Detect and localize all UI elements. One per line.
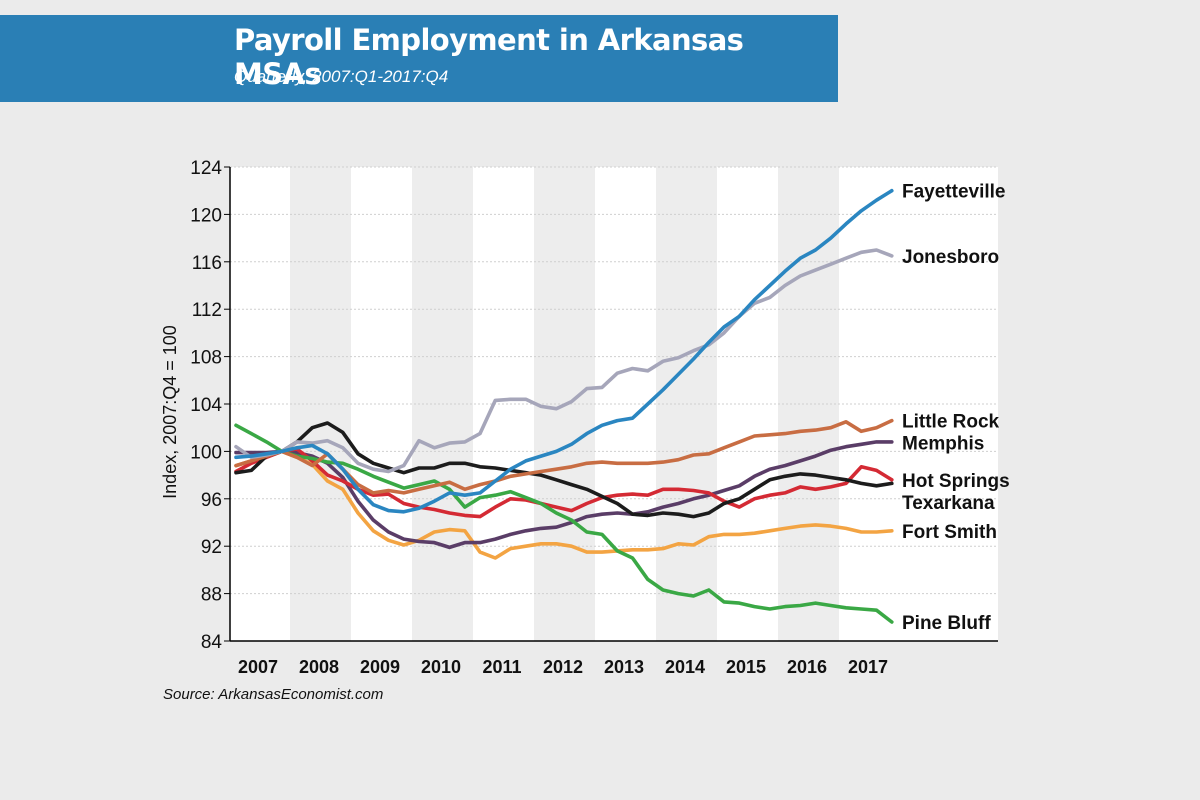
x-tick-label: 2009 (360, 657, 400, 677)
x-tick-label: 2012 (543, 657, 583, 677)
series-label: Fayetteville (902, 182, 1006, 203)
y-tick-label: 124 (190, 158, 222, 179)
series-label: Jonesboro (902, 247, 999, 268)
x-tick-label: 2011 (482, 657, 521, 677)
y-tick-label: 108 (190, 348, 222, 369)
x-tick-label: 2010 (421, 657, 461, 677)
y-axis-title: Index, 2007:Q4 = 100 (160, 325, 180, 499)
x-tick-label: 2007 (238, 657, 278, 677)
title-banner: Payroll Employment in Arkansas MSAs Quar… (0, 15, 838, 102)
series-label: Memphis (902, 434, 984, 455)
x-tick-label: 2014 (665, 657, 705, 677)
year-band (778, 167, 839, 641)
year-band (290, 167, 351, 641)
chart-subtitle: Quarterly, 2007:Q1-2017:Q4 (234, 67, 449, 86)
series-label: Pine Bluff (902, 613, 991, 634)
series-line-fort-smith (234, 449, 894, 560)
series-line-texarkana (234, 421, 894, 519)
y-tick-label: 84 (201, 632, 223, 653)
y-tick-label: 116 (192, 253, 222, 274)
y-tick-label: 96 (201, 490, 222, 511)
series-line-pine-bluff (234, 423, 894, 624)
series-line-fayetteville (234, 188, 894, 514)
x-tick-label: 2016 (787, 657, 827, 677)
chart-title: Payroll Employment in Arkansas MSAs (234, 23, 744, 91)
series-label: Texarkana (902, 493, 995, 514)
source-note: Source: ArkansasEconomist.com (163, 686, 384, 703)
series-label: Little Rock (902, 412, 1000, 433)
series-label: Hot Springs (902, 471, 1010, 492)
series-line-hot-springs (234, 447, 894, 519)
y-tick-label: 88 (201, 585, 222, 606)
y-tick-label: 112 (192, 300, 222, 321)
y-tick-label: 100 (190, 442, 222, 463)
y-tick-label: 92 (201, 537, 222, 558)
x-tick-label: 2015 (726, 657, 766, 677)
series-line-jonesboro (234, 248, 894, 474)
x-tick-label: 2017 (848, 657, 888, 677)
series-label: Fort Smith (902, 522, 997, 543)
x-tick-label: 2008 (299, 657, 339, 677)
y-tick-label: 120 (190, 205, 222, 226)
x-tick-label: 2013 (604, 657, 644, 677)
y-tick-label: 104 (190, 395, 222, 416)
